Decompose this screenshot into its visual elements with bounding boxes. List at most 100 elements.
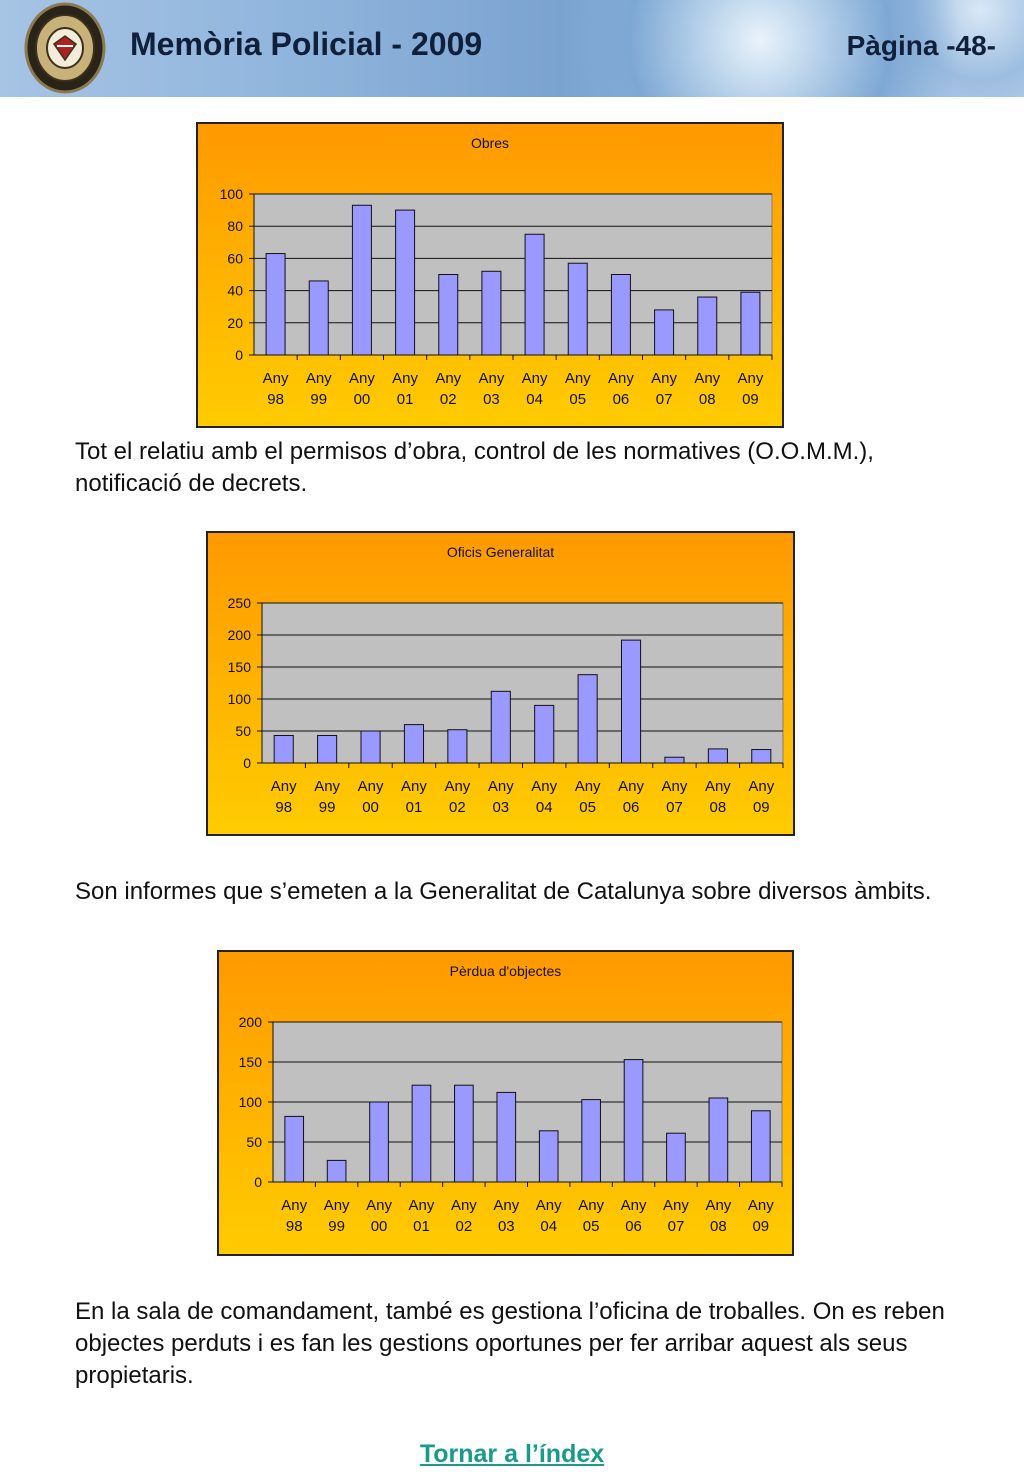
x-tick-label: Any 09 <box>737 370 763 408</box>
bar <box>750 1110 771 1183</box>
bar <box>273 734 294 764</box>
bar <box>740 291 761 356</box>
y-tick-label: 20 <box>227 315 243 331</box>
bar <box>438 274 459 356</box>
x-tick-label: Any 02 <box>435 370 461 408</box>
bar <box>697 296 718 356</box>
bar <box>664 756 685 764</box>
x-tick-label: Any 07 <box>662 778 688 816</box>
bar <box>360 730 381 764</box>
page-number: Pàgina -48- <box>846 30 996 61</box>
paragraph-obres: Tot el relatiu amb el permisos d’obra, c… <box>75 438 874 497</box>
x-tick-label: Any 05 <box>578 1197 604 1235</box>
bar <box>534 704 555 764</box>
bar <box>538 1130 559 1183</box>
bar <box>496 1091 517 1183</box>
chart-svg: Oficis Generalitat 0 50 100 150 200 250 Any 98 An… <box>206 531 795 836</box>
x-tick-label: Any 06 <box>618 778 644 816</box>
x-tick-label: Any 99 <box>314 778 340 816</box>
x-tick-label: Any 01 <box>409 1197 435 1235</box>
x-tick-label: Any 01 <box>392 370 418 408</box>
y-tick-label: 200 <box>228 627 252 643</box>
bar <box>265 253 286 356</box>
bar <box>317 734 338 764</box>
bar <box>577 674 598 764</box>
x-tick-label: Any 02 <box>451 1197 477 1235</box>
x-tick-label: Any 08 <box>705 1197 731 1235</box>
x-tick-label: Any 01 <box>401 778 427 816</box>
x-tick-label: Any 00 <box>366 1197 392 1235</box>
paragraph-perdua: En la sala de comandament, també es gest… <box>75 1298 945 1389</box>
bar <box>708 1097 729 1183</box>
police-badge-logo <box>24 2 106 94</box>
bar <box>308 280 329 356</box>
x-tick-label: Any 08 <box>705 778 731 816</box>
bar <box>411 1084 432 1183</box>
bar <box>707 748 728 764</box>
bar <box>490 690 511 764</box>
bar <box>620 639 642 764</box>
x-tick-label: Any 06 <box>608 370 634 408</box>
y-tick-label: 100 <box>228 691 252 707</box>
x-tick-label: Any 08 <box>694 370 720 408</box>
y-tick-label: 100 <box>239 1094 263 1110</box>
x-tick-label: Any 99 <box>324 1197 350 1235</box>
y-tick-label: 50 <box>246 1134 262 1150</box>
x-tick-label: Any 07 <box>663 1197 689 1235</box>
page-title: Memòria Policial - 2009 <box>130 26 483 62</box>
x-tick-label: Any 09 <box>748 1197 774 1235</box>
y-tick-label: 0 <box>254 1174 262 1190</box>
page-header: Memòria Policial - 2009 Pàgina -48- <box>0 0 1024 97</box>
x-tick-label: Any 07 <box>651 370 677 408</box>
x-tick-label: Any 04 <box>522 370 548 408</box>
chart-svg: Obres 0 20 40 60 80 100 Any 98 Any 99 Any 00 Any 01 Any… <box>196 122 784 428</box>
bar <box>395 209 416 356</box>
bar <box>369 1101 389 1183</box>
chart-obres: Obres 0 20 40 60 80 100 Any 98 Any 99 Any 00 Any 01 Any… <box>196 122 784 428</box>
y-tick-label: 250 <box>228 595 252 611</box>
x-tick-label: Any 99 <box>306 370 332 408</box>
bar <box>751 749 772 764</box>
bar <box>481 270 502 356</box>
chart-svg: Pèrdua d'objectes 0 50 100 150 200 Any 98 Any 99 A… <box>217 950 794 1256</box>
bar <box>524 233 545 356</box>
y-tick-label: 150 <box>228 659 252 675</box>
paragraph-oficis: Son informes que s’emeten a la Generalit… <box>75 878 932 905</box>
bar <box>623 1059 644 1183</box>
bar <box>403 724 425 764</box>
y-tick-label: 0 <box>243 755 251 771</box>
x-tick-label: Any 98 <box>263 370 289 408</box>
bar <box>610 274 631 356</box>
x-tick-label: Any 00 <box>358 778 384 816</box>
x-tick-label: Any 03 <box>488 778 514 816</box>
chart-title: Oficis Generalitat <box>447 544 554 560</box>
x-tick-label: Any 04 <box>536 1197 562 1235</box>
x-tick-label: Any 03 <box>478 370 504 408</box>
chart-perdua-objectes: Pèrdua d'objectes 0 50 100 150 200 Any 98 Any 99 A… <box>217 950 794 1256</box>
x-tick-label: Any 04 <box>531 778 557 816</box>
bar <box>666 1132 686 1183</box>
plot-area <box>253 193 773 356</box>
x-tick-label: Any 00 <box>349 370 375 408</box>
x-tick-label: Any 05 <box>565 370 591 408</box>
x-tick-label: Any 03 <box>493 1197 519 1235</box>
bar <box>567 262 588 356</box>
x-tick-label: Any 09 <box>748 778 774 816</box>
back-to-index-link[interactable]: Tornar a l’índex <box>419 1440 605 1468</box>
x-tick-label: Any 06 <box>621 1197 647 1235</box>
y-tick-label: 40 <box>227 283 243 299</box>
x-tick-label: Any 05 <box>575 778 601 816</box>
y-tick-label: 100 <box>220 186 244 202</box>
y-tick-label: 50 <box>235 723 251 739</box>
y-tick-label: 60 <box>227 250 243 266</box>
bar <box>351 204 372 356</box>
chart-title: Pèrdua d'objectes <box>450 963 562 979</box>
y-tick-label: 80 <box>227 218 243 234</box>
bar <box>654 309 675 356</box>
bar <box>326 1159 347 1183</box>
x-tick-label: Any 98 <box>281 1197 307 1235</box>
bar <box>284 1115 305 1183</box>
bar <box>447 729 468 764</box>
y-tick-label: 200 <box>239 1014 263 1030</box>
chart-title: Obres <box>471 135 509 151</box>
